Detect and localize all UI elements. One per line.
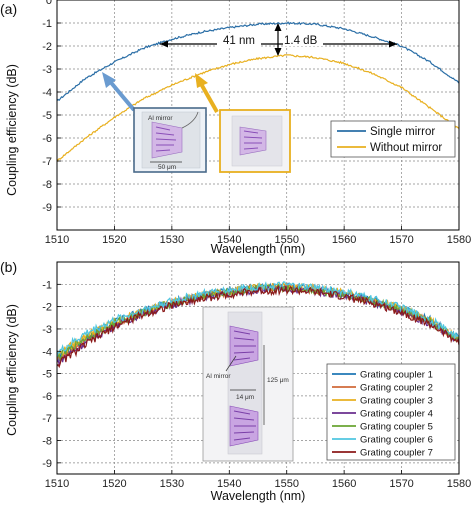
x-tick-label: 1550 [274,234,298,246]
panel-b-series [56,281,460,369]
legend-without-mirror: Without mirror [370,142,442,154]
legend-grating-coupler-2: Grating coupler 2 [360,383,433,394]
annotation-41nm-label: 41 nm [223,35,255,47]
inset-b-width-label: 14 μm [236,394,254,401]
y-tick-label: 0 [46,0,52,7]
inset-without-mirror [219,109,291,173]
inset-pointer-yellow [195,73,219,113]
legend-grating-coupler-5: Grating coupler 5 [360,422,433,433]
x-tick-label: 1520 [102,478,126,490]
panel-b-x-axis-label: Wavelength (nm) [211,489,306,503]
y-tick-label: -7 [42,156,52,168]
inset-b-al-mirror-label: Al mirror [206,373,231,380]
y-tick-label: -5 [42,369,52,381]
x-tick-label: 1570 [389,478,413,490]
inset-b-pitch-label: 125 μm [267,377,289,384]
x-tick-label: 1540 [217,478,241,490]
y-tick-label: -9 [42,202,52,214]
y-tick-label: -1 [42,279,52,291]
x-tick-label: 1540 [217,234,241,246]
legend-grating-coupler-1: Grating coupler 1 [360,370,433,381]
panel-a-y-ticks: 0 -1 -2 -3 -4 -5 -6 -7 -8 -9 [42,0,61,214]
x-tick-label: 1530 [160,478,184,490]
y-tick-label: -6 [42,391,52,403]
panel-a-x-ticks: 1510 1520 1530 1540 1550 1560 1570 1580 [45,226,471,246]
inset-pointer-blue [102,72,136,112]
panel-b-x-ticks: 1510 1520 1530 1540 1550 1560 1570 1580 [45,470,471,490]
series-line-7 [56,284,460,369]
panel-a-label: (a) [0,1,17,17]
legend-grating-coupler-4: Grating coupler 4 [360,409,433,420]
y-tick-label: -4 [42,87,52,99]
panel-a-y-axis-label: Coupling efficiency (dB) [5,64,19,196]
legend-grating-coupler-7: Grating coupler 7 [360,448,433,459]
grating-fan-icon [229,405,259,447]
legend-grating-coupler-6: Grating coupler 6 [360,435,433,446]
series-line-2 [56,54,460,162]
y-tick-label: -2 [42,302,52,314]
inset-al-mirror-label: Al mirror [148,115,173,122]
panel-b-y-axis-label: Coupling efficiency (dB) [5,304,19,436]
x-tick-label: 1510 [45,234,69,246]
legend-grating-coupler-3: Grating coupler 3 [360,396,433,407]
y-tick-label: -4 [42,346,52,358]
y-tick-label: -2 [42,41,52,53]
x-tick-label: 1580 [447,478,471,490]
x-tick-label: 1550 [274,478,298,490]
x-tick-label: 1560 [332,234,356,246]
panel-a-legend: Single mirror Without mirror [330,120,456,158]
grating-fan-icon [229,325,259,367]
y-tick-label: -8 [42,179,52,191]
panel-a-x-axis-label: Wavelength (nm) [211,242,306,256]
inset-single-mirror: Al mirror 50 μm [133,107,207,173]
grating-fan-icon [151,121,183,159]
x-tick-label: 1570 [389,234,413,246]
y-tick-label: -9 [42,458,52,470]
panel-b-legend: Grating coupler 1 Grating coupler 2 Gratin… [326,363,456,461]
y-tick-label: -1 [42,18,52,30]
x-tick-label: 1530 [160,234,184,246]
panel-b-frame [56,261,460,475]
inset-dual-grating: Al mirror 14 μm 125 μm [202,306,294,462]
annotation-1-4db-arrow: 1.4 dB [274,23,323,56]
annotation-1-4db-label: 1.4 dB [284,35,318,47]
legend-single-mirror: Single mirror [370,126,435,138]
inset-scale-label: 50 μm [158,164,176,171]
y-tick-label: -3 [42,64,52,76]
y-tick-label: -6 [42,133,52,145]
panel-b-label: (b) [0,259,17,275]
y-tick-label: -7 [42,413,52,425]
x-tick-label: 1580 [447,234,471,246]
y-tick-label: -5 [42,110,52,122]
grating-fan-icon [239,126,267,156]
x-tick-label: 1560 [332,478,356,490]
y-tick-label: -3 [42,324,52,336]
x-tick-label: 1520 [102,234,126,246]
panel-b: 1510 1520 1530 1540 1550 1560 1570 1580 -1-2-3-… [0,259,471,503]
panel-b-y-ticks: -1 -2 -3 -4 -5 -6 -7 -8 -9 [42,279,61,470]
x-tick-label: 1510 [45,478,69,490]
panel-a: 1510 1520 1530 1540 1550 1560 1570 1580 0 -1 -2 -3… [0,0,471,256]
y-tick-label: -8 [42,436,52,448]
